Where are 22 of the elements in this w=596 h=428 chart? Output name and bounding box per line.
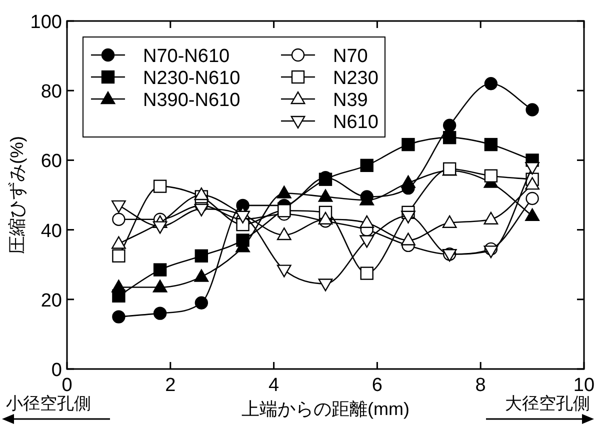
y-tick-label: 0 [51, 360, 62, 381]
legend-label: N230-N610 [143, 68, 240, 89]
y-tick-label: 20 [40, 290, 62, 312]
legend-label: N390-N610 [143, 90, 240, 111]
y-tick-label: 40 [40, 220, 62, 242]
legend-label: N39 [333, 90, 368, 111]
x-axis-title: 上端からの距離(mm) [242, 399, 410, 419]
annotation: 大径空孔側 [486, 394, 594, 424]
y-axis-title: 圧縮ひずみ(%) [7, 136, 27, 254]
legend-label: N70 [333, 46, 368, 67]
x-tick-label: 8 [475, 375, 486, 396]
x-tick-label: 10 [573, 375, 595, 396]
annotation: 小径空孔側 [2, 394, 110, 424]
legend-label: N610 [333, 112, 378, 133]
y-tick-label: 60 [40, 151, 62, 172]
y-tick-label: 80 [40, 82, 62, 103]
legend-label: N70-N610 [143, 46, 230, 67]
y-tick-label: 100 [30, 12, 62, 33]
legend-label: N230 [333, 68, 378, 89]
x-tick-label: 6 [372, 375, 382, 396]
x-tick-label: 4 [268, 375, 280, 396]
x-tick-label: 2 [165, 375, 176, 396]
